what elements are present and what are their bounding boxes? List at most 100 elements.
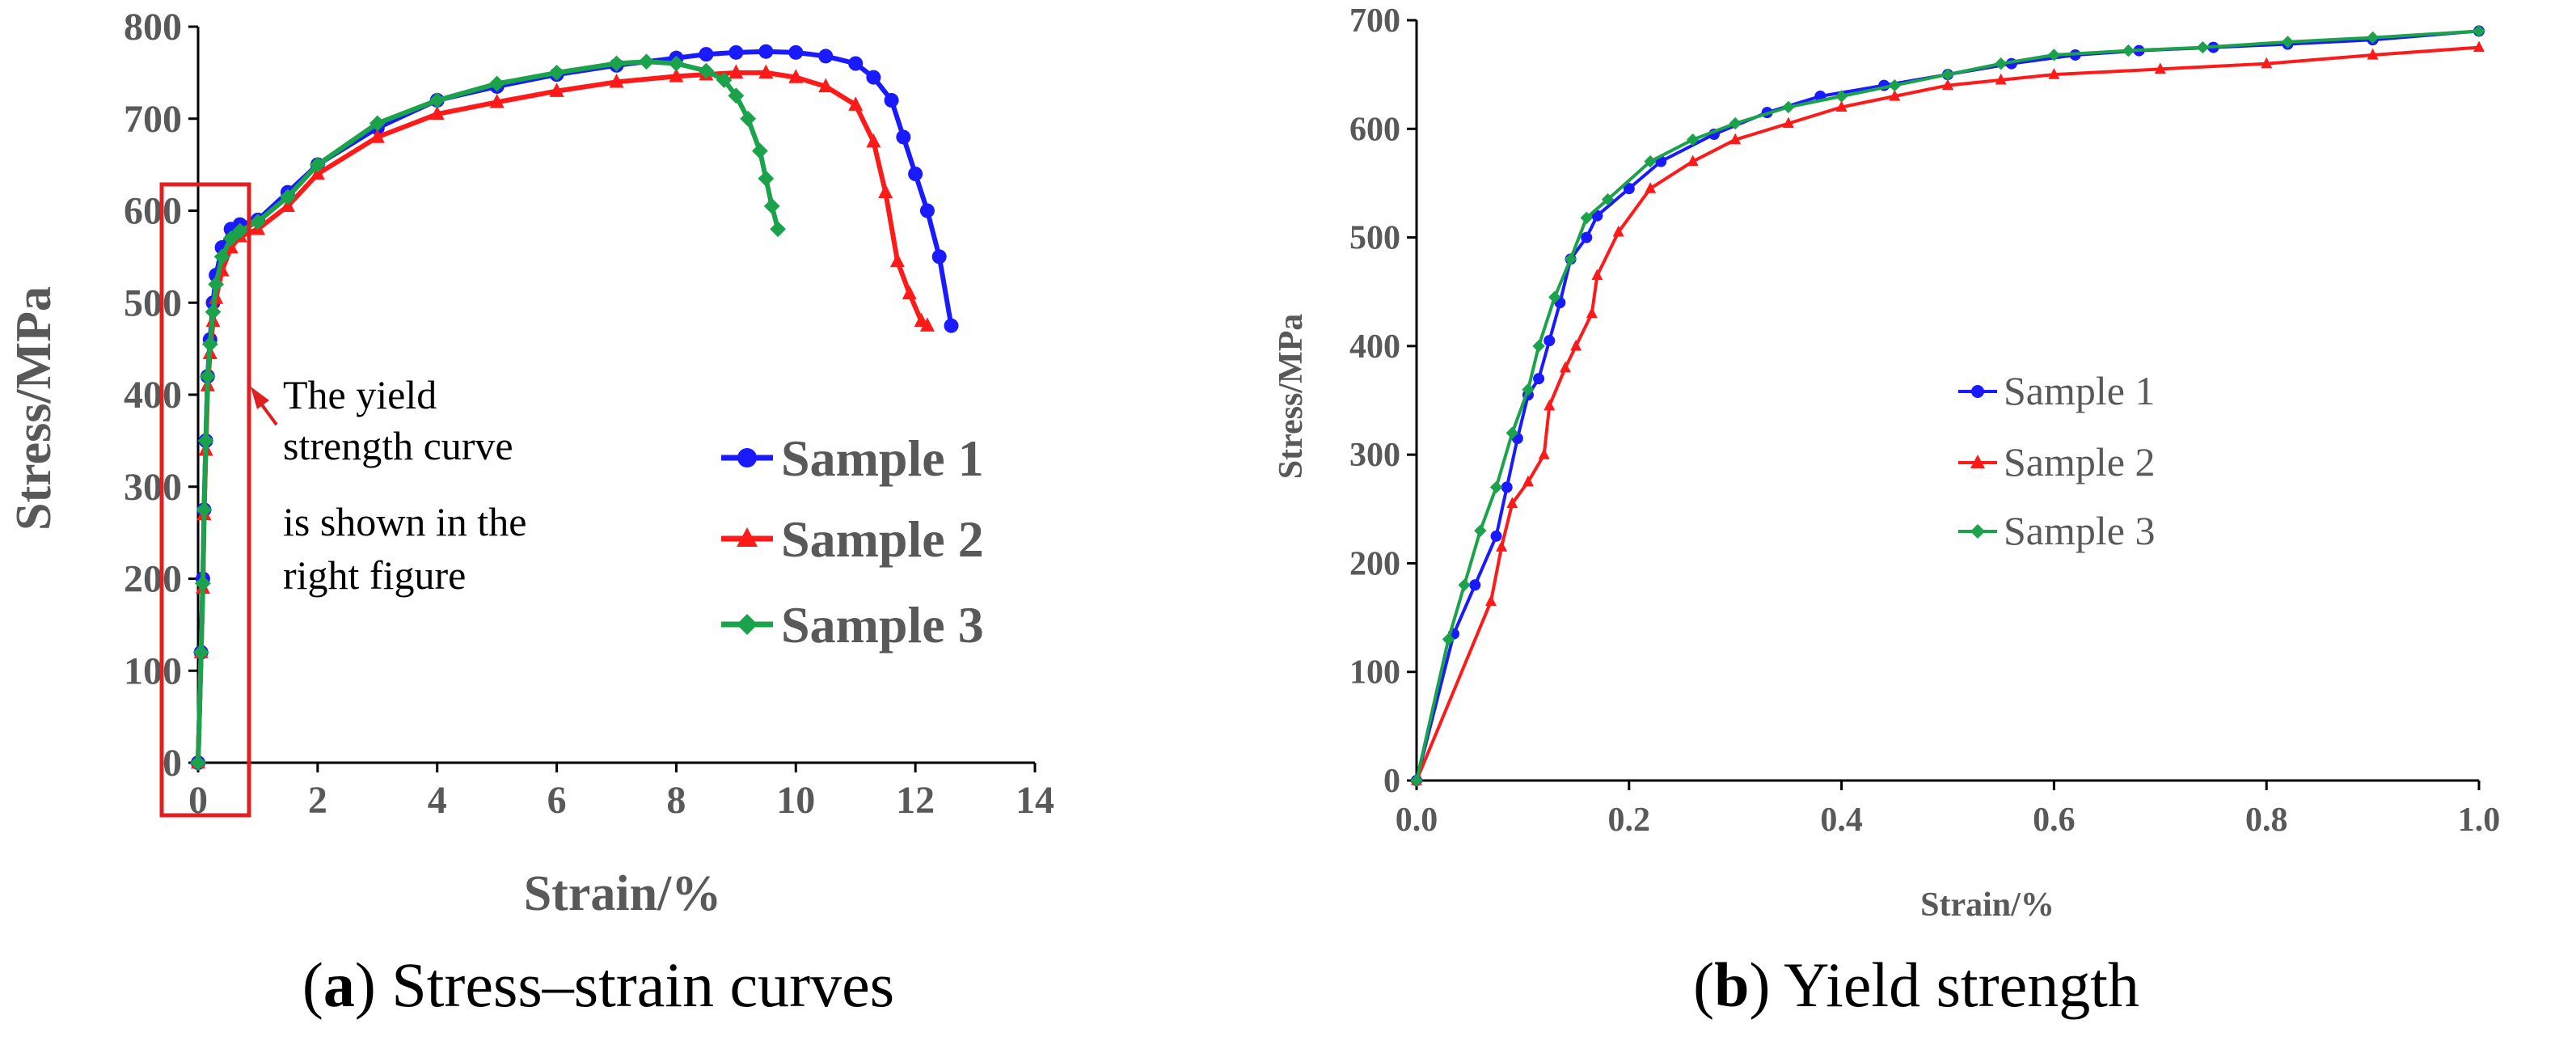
chart-a-sample-3-point	[201, 336, 218, 353]
chart-a-sample-3-point	[231, 222, 248, 239]
chart-a-sample-2-point	[549, 82, 564, 97]
chart-a-sample-3-point	[196, 501, 213, 518]
chart-a-sample-3-point	[250, 214, 266, 231]
chart-b-sample-2-point	[1687, 154, 1699, 167]
chart-b-sample-2-point	[1835, 100, 1848, 112]
chart-b-sample-2-line	[1415, 45, 2480, 781]
chart-a-y-tick-label: 200	[124, 558, 182, 601]
chart-a-sample-1-point	[758, 44, 774, 59]
chart-b-sample-3-point	[1548, 290, 1561, 304]
chart-a-sample-2-point	[889, 252, 905, 268]
chart-a-sample-2-point	[728, 64, 744, 79]
chart-a-y-tick-label: 600	[124, 190, 182, 233]
chart-b-sample-2-point	[1538, 448, 1550, 459]
annotation-arrow-icon	[251, 387, 278, 426]
chart-a-y-axis-title: Stress/MPa	[6, 286, 61, 531]
chart-a-sample-1-point	[931, 249, 947, 264]
chart-a-sample-2-point	[429, 105, 445, 121]
chart-b-sample-2-point	[1645, 182, 1657, 193]
chart-a-sample-2-point	[489, 93, 505, 108]
legend-b-sample-2-label: Sample 2	[2004, 439, 2155, 484]
chart-a-sample-2-point	[848, 96, 864, 111]
chart-b-y-tick-label: 600	[1349, 111, 1400, 148]
chart-a-x-tick-label: 6	[547, 779, 567, 822]
chart-a-sample-3-point	[638, 53, 655, 70]
annotation-line-4: right figure	[283, 552, 466, 598]
chart-b-y-tick-label: 300	[1349, 437, 1400, 474]
chart-b-sample-2-point	[1889, 89, 1901, 101]
legend-b-sample-3: Sample 3	[1958, 508, 2155, 553]
chart-b-sample-3-point	[1941, 68, 1954, 81]
chart-a-x-tick-label: 10	[776, 779, 815, 822]
chart-b-y-tick-label: 400	[1349, 328, 1400, 366]
chart-b-sample-2-point	[1496, 540, 1508, 552]
chart-b-x-tick-label: 0.8	[2245, 802, 2288, 839]
chart-b-sample-2-point	[1729, 133, 1742, 145]
legend-a-sample-3-marker	[737, 614, 758, 635]
chart-a-x-tick-label: 12	[896, 779, 935, 822]
chart-a-sample-1-point	[944, 318, 959, 333]
chart-a-sample-3-point	[199, 368, 216, 385]
caption-a-text: Stress–strain curves	[391, 950, 894, 1020]
chart-b-sample-3-point	[1564, 252, 1577, 266]
chart-a-x-tick-label: 8	[666, 779, 686, 822]
chart-a-sample-3-point	[309, 156, 326, 173]
chart-a-sample-2-point	[818, 78, 834, 93]
chart-b-sample-2-point	[1586, 307, 1598, 319]
chart-b-sample-2-point	[2261, 57, 2273, 69]
chart-b-axes	[1415, 20, 2479, 782]
chart-a-sample-3-point	[668, 55, 685, 72]
chart-b-sample-2-point	[1570, 339, 1582, 351]
chart-b-sample-2-point	[2154, 62, 2166, 74]
chart-b-sample-2-point	[2473, 40, 2485, 53]
yield-strength-annotation: The yield strength curve is shown in the…	[283, 372, 526, 598]
chart-a-sample-3-point	[429, 92, 446, 108]
chart-a-sample-2-point	[758, 64, 774, 79]
chart-b-sample-3-point	[2473, 24, 2485, 38]
chart-a-sample-1-point	[699, 47, 714, 62]
chart-a-sample-1-point	[818, 49, 834, 64]
chart-b-sample-2-point	[1612, 225, 1624, 237]
chart-a-sample-3-point	[770, 221, 787, 238]
chart-b-sample-2-point	[1995, 73, 2007, 85]
annotation-line-3: is shown in the	[283, 499, 526, 544]
legend-b-sample-2-marker	[1970, 455, 1985, 468]
legend-b-sample-3-marker	[1970, 524, 1985, 539]
chart-b-x-tick-label: 1.0	[2458, 802, 2501, 839]
chart-b-sample-1-point	[1469, 579, 1481, 591]
chart-b-y-tick-label: 500	[1349, 220, 1400, 257]
chart-a-y-tick-label: 500	[124, 281, 182, 324]
legend-a-sample-3: Sample 3	[721, 596, 984, 654]
chart-a-sample-3-point	[763, 197, 780, 214]
chart-a-sample-3-point	[197, 432, 214, 449]
chart-b-sample-3-point	[1782, 100, 1795, 114]
chart-a-x-tick-label: 14	[1016, 779, 1054, 822]
chart-a-y-tick-label: 700	[124, 98, 182, 141]
chart-a-sample-1-point	[919, 203, 935, 218]
chart-a-sample-3-point	[758, 170, 775, 187]
chart-a-series-sample-3	[190, 53, 787, 771]
legend-a-sample-1-label: Sample 1	[781, 429, 984, 487]
chart-b-y-tick-label: 0	[1383, 763, 1400, 800]
chart-b-sample-3-point	[1474, 524, 1487, 537]
chart-b-legend: Sample 1 Sample 2 Sample 3	[1958, 368, 2155, 553]
chart-a-sample-1-point	[908, 167, 923, 181]
chart-a-stress-strain: 0 100 200 300 400 500 600 700 800 0 2 4 6 8 10 12 14 St…	[6, 6, 1054, 1020]
chart-b-sample-1-point	[1543, 335, 1556, 347]
chart-a-sample-3-point	[369, 115, 386, 132]
chart-b-sample-3-point	[1995, 57, 2008, 70]
chart-a-y-tick-label: 800	[124, 6, 182, 49]
chart-b-x-tick-label: 0.6	[2033, 802, 2076, 839]
chart-b-sample-3-point	[1410, 774, 1423, 787]
chart-b-sample-2-point	[1782, 116, 1794, 129]
chart-a-sample-3-point	[728, 87, 745, 104]
legend-a-sample-1-marker	[737, 448, 757, 468]
chart-a-sample-3-point	[698, 62, 715, 79]
chart-a-sample-3-point	[608, 55, 625, 72]
chart-a-sample-3-point	[752, 142, 768, 159]
chart-b-sample-3-point	[1458, 578, 1471, 591]
chart-b-sample-1-point	[1581, 231, 1593, 243]
legend-b-sample-2: Sample 2	[1958, 439, 2155, 484]
chart-b-yield-strength: 0 100 200 300 400 500 600 700 0.0 0.2 0.4 0.6 0.8 1.…	[1273, 2, 2500, 1020]
chart-b-y-tick-label: 700	[1349, 2, 1400, 40]
